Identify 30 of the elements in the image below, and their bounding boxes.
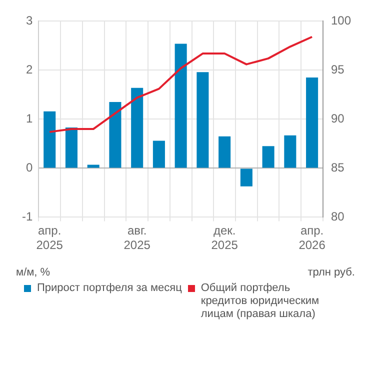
y2-tick-label: 95 xyxy=(330,62,345,77)
bar xyxy=(65,128,78,168)
bar xyxy=(262,146,274,168)
y2-tick-label: 100 xyxy=(330,14,352,28)
x-tick-label: апр. 2026 xyxy=(298,224,326,252)
y-tick-label: 2 xyxy=(26,62,33,77)
bar xyxy=(240,168,252,186)
y2-axis-title: трлн руб. xyxy=(308,266,355,279)
x-tick-label: дек. 2025 xyxy=(211,224,238,252)
bar xyxy=(218,136,231,168)
y2-tick-label: 80 xyxy=(330,210,345,224)
x-tick-label: авг. 2025 xyxy=(124,224,151,252)
x-tick-label: апр. 2025 xyxy=(36,224,64,252)
legend-label: Прирост портфеля за месяц xyxy=(37,282,182,295)
y-tick-label: 0 xyxy=(26,160,33,175)
legend-label: Общий портфель кредитов юридическим лицам (правая шкала) xyxy=(200,282,320,321)
bar xyxy=(131,88,144,168)
bar xyxy=(284,135,296,168)
y2-tick-label: 90 xyxy=(330,112,345,126)
bar xyxy=(109,102,122,168)
y-tick-label: 1 xyxy=(26,112,33,126)
bar xyxy=(44,111,56,168)
y-axis-title: м/м, % xyxy=(16,266,50,279)
y-tick-label: -1 xyxy=(22,210,33,224)
bar xyxy=(152,140,165,168)
bar xyxy=(174,44,187,168)
bar xyxy=(306,78,318,168)
y2-tick-label: 85 xyxy=(330,160,345,175)
bar xyxy=(196,72,209,168)
y-tick-label: 3 xyxy=(26,14,33,28)
